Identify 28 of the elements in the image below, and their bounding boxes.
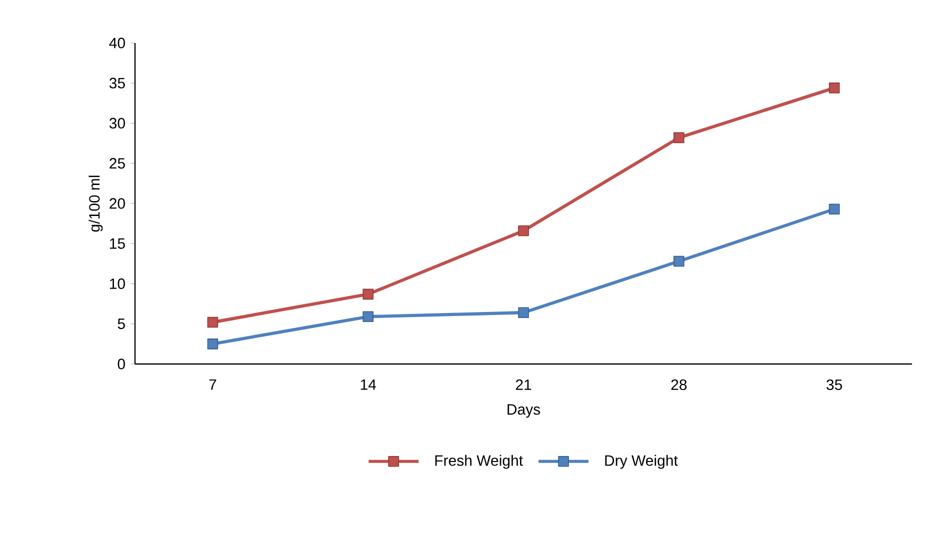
point <box>362 288 374 300</box>
point <box>828 204 840 215</box>
point <box>362 311 374 322</box>
y-tick-label: 40 <box>109 38 125 48</box>
x-tick-label: 35 <box>826 379 842 390</box>
x-tick-label: 7 <box>209 379 216 390</box>
point <box>674 132 684 144</box>
y-tick-label: 25 <box>110 158 125 169</box>
point <box>828 82 840 94</box>
y-tick-label: 20 <box>110 198 125 209</box>
point <box>518 225 529 236</box>
x-tick-label: 28 <box>671 379 687 390</box>
legend-label: Dry Weight <box>605 454 678 469</box>
x-axis-title: Days <box>508 404 540 418</box>
point <box>518 307 529 318</box>
y-tick-label: 15 <box>110 238 125 249</box>
point <box>674 256 684 267</box>
y-tick-label: 35 <box>109 78 125 88</box>
y-tick-label: 0 <box>118 358 125 370</box>
y-tick-label: 10 <box>110 278 125 290</box>
y-tick-label: 30 <box>109 118 125 129</box>
x-tick-label: 14 <box>360 379 376 390</box>
point <box>207 338 218 350</box>
point <box>207 316 218 328</box>
x-tick-label: 21 <box>516 379 532 390</box>
legend-label: Fresh Weight <box>435 454 523 469</box>
y-axis-title: g/100 ml <box>88 176 103 232</box>
y-tick-label: 5 <box>118 318 125 330</box>
